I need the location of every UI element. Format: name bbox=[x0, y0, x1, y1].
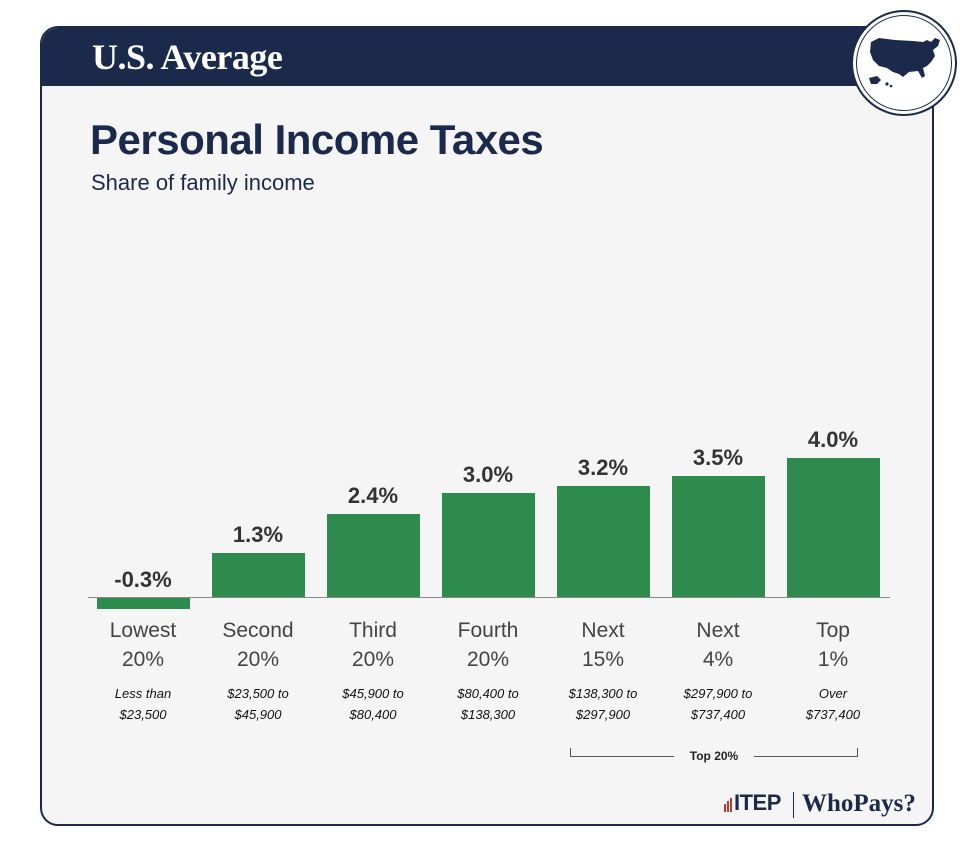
itep-logo-icon bbox=[724, 798, 732, 812]
category-group: Lowest bbox=[109, 619, 177, 642]
income-range-line2: $737,400 bbox=[805, 707, 861, 722]
badge-ring bbox=[856, 15, 952, 111]
category-label-5: Next 4% bbox=[658, 616, 778, 674]
income-range-2: $45,900 to $80,400 bbox=[313, 683, 433, 725]
category-group: Third bbox=[349, 619, 397, 642]
whopays-logo: WhoPays? bbox=[802, 790, 916, 817]
value-label-3: 3.0% bbox=[462, 462, 514, 487]
category-percent: 1% bbox=[817, 648, 849, 671]
income-range-4: $138,300 to $297,900 bbox=[543, 683, 663, 725]
income-range-5: $297,900 to $737,400 bbox=[658, 683, 778, 725]
category-label-6: Top 1% bbox=[773, 616, 893, 674]
value-label-5: 3.5% bbox=[692, 444, 744, 470]
income-range-line2: $138,300 bbox=[460, 707, 516, 722]
region-title: U.S. Average bbox=[92, 37, 283, 77]
income-range-line1: $138,300 to bbox=[568, 686, 638, 701]
income-range-1: $23,500 to $45,900 bbox=[198, 683, 318, 725]
income-range-line1: $23,500 to bbox=[227, 686, 289, 701]
income-range-line2: $23,500 bbox=[119, 707, 167, 722]
category-label-0: Lowest 20% bbox=[83, 616, 203, 674]
category-percent: 20% bbox=[236, 648, 280, 671]
income-range-line2: $80,400 bbox=[349, 707, 397, 722]
chart-subtitle: Share of family income bbox=[91, 170, 315, 195]
itep-logo: ITEP bbox=[734, 790, 781, 815]
logo-separator bbox=[793, 792, 794, 818]
bar-5 bbox=[671, 475, 765, 598]
income-range-line1: $80,400 to bbox=[457, 686, 519, 701]
bar-1 bbox=[211, 552, 305, 598]
category-percent: 20% bbox=[121, 648, 165, 671]
baseline bbox=[88, 597, 890, 598]
category-label-1: Second 20% bbox=[198, 616, 318, 674]
value-label-1: 1.3% bbox=[232, 521, 284, 547]
category-group: Top bbox=[816, 619, 850, 642]
income-range-0: Less than $23,500 bbox=[83, 683, 203, 725]
value-label-6: 4.0% bbox=[807, 427, 859, 452]
category-label-3: Fourth 20% bbox=[428, 616, 548, 674]
category-percent: 15% bbox=[581, 648, 625, 671]
top-20-label: Top 20% bbox=[674, 749, 754, 763]
income-range-3: $80,400 to $138,300 bbox=[428, 683, 548, 725]
us-map-badge bbox=[851, 10, 957, 116]
category-percent: 4% bbox=[702, 648, 734, 671]
category-group: Fourth bbox=[457, 619, 519, 642]
us-map-icon bbox=[869, 38, 940, 88]
income-range-line2: $297,900 bbox=[575, 707, 631, 722]
chart-title: Personal Income Taxes bbox=[90, 116, 544, 163]
bar-6 bbox=[786, 458, 880, 598]
value-label-4: 3.2% bbox=[577, 455, 629, 480]
chart-card: U.S. Average bbox=[40, 26, 934, 826]
income-range-line2: $45,900 bbox=[234, 707, 282, 722]
income-range-line1: Less than bbox=[114, 686, 172, 701]
income-range-line1: $297,900 to bbox=[683, 686, 753, 701]
category-group: Second bbox=[222, 619, 294, 642]
category-percent: 20% bbox=[351, 648, 395, 671]
category-label-2: Third 20% bbox=[313, 616, 433, 674]
bar-4 bbox=[556, 486, 650, 598]
income-range-line1: Over bbox=[818, 686, 848, 701]
bar-0 bbox=[96, 598, 190, 609]
income-range-line1: $45,900 to bbox=[342, 686, 404, 701]
value-label-0: -0.3% bbox=[114, 567, 172, 592]
bar-3 bbox=[441, 493, 535, 598]
category-group: Next bbox=[581, 619, 625, 642]
income-range-6: Over $737,400 bbox=[773, 683, 893, 725]
value-label-2: 2.4% bbox=[347, 483, 399, 508]
category-percent: 20% bbox=[466, 648, 510, 671]
income-range-line2: $737,400 bbox=[690, 707, 746, 722]
category-group: Next bbox=[696, 619, 740, 642]
header-bar: U.S. Average bbox=[42, 28, 932, 86]
category-label-4: Next 15% bbox=[543, 616, 663, 674]
bar-2 bbox=[326, 514, 420, 598]
